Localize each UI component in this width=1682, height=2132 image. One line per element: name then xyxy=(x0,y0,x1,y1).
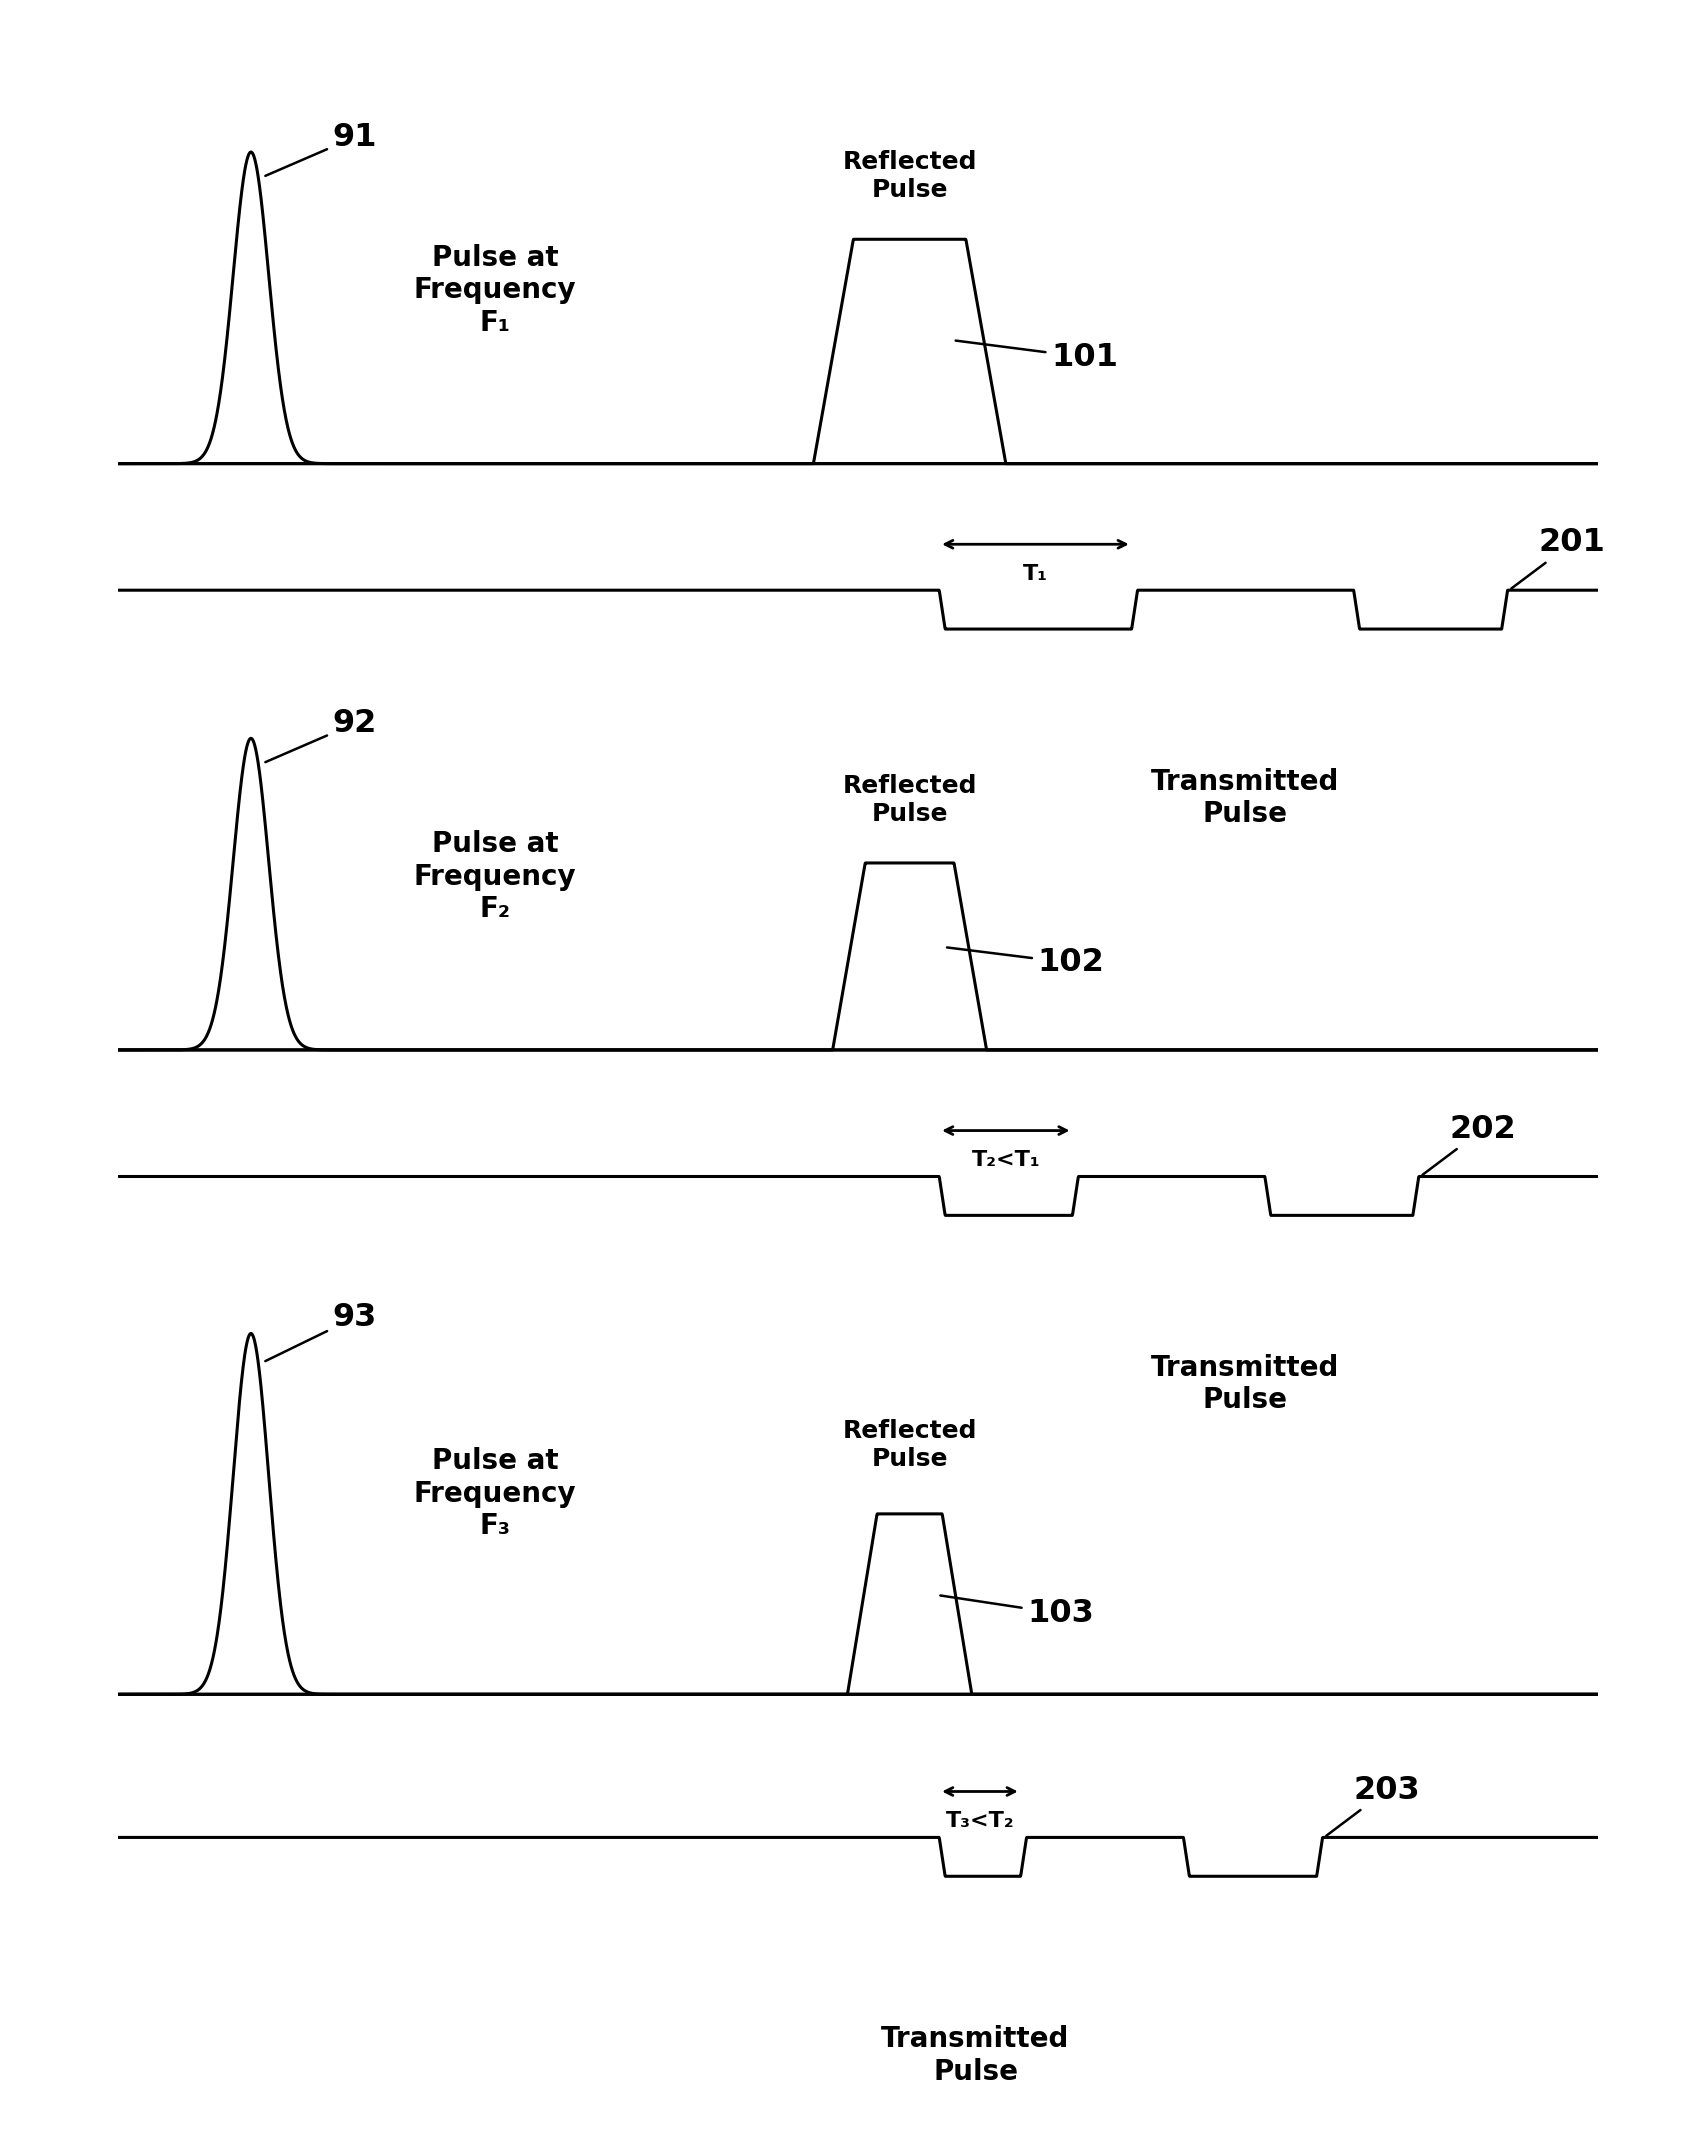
Text: T₂<T₁: T₂<T₁ xyxy=(972,1151,1039,1170)
Text: 92: 92 xyxy=(266,708,377,761)
Text: Pulse at
Frequency
F₃: Pulse at Frequency F₃ xyxy=(414,1448,577,1539)
Text: Pulse at
Frequency
F₂: Pulse at Frequency F₂ xyxy=(414,829,577,923)
Text: 91: 91 xyxy=(266,122,377,175)
Text: 201: 201 xyxy=(1512,527,1606,588)
Text: Reflected
Pulse: Reflected Pulse xyxy=(843,774,977,825)
Text: Transmitted
Pulse: Transmitted Pulse xyxy=(881,2025,1070,2085)
Text: Reflected
Pulse: Reflected Pulse xyxy=(843,1418,977,1471)
Text: Transmitted
Pulse: Transmitted Pulse xyxy=(1150,1354,1339,1414)
Text: 202: 202 xyxy=(1423,1113,1517,1175)
Text: 93: 93 xyxy=(266,1303,377,1360)
Text: 101: 101 xyxy=(955,341,1119,373)
Text: Reflected
Pulse: Reflected Pulse xyxy=(843,149,977,203)
Text: 103: 103 xyxy=(940,1595,1093,1629)
Text: Transmitted
Pulse: Transmitted Pulse xyxy=(1150,768,1339,827)
Text: 203: 203 xyxy=(1327,1774,1420,1836)
Text: T₃<T₂: T₃<T₂ xyxy=(945,1812,1014,1831)
Text: T₁: T₁ xyxy=(1023,565,1048,584)
Text: 102: 102 xyxy=(947,947,1105,979)
Text: Pulse at
Frequency
F₁: Pulse at Frequency F₁ xyxy=(414,243,577,337)
